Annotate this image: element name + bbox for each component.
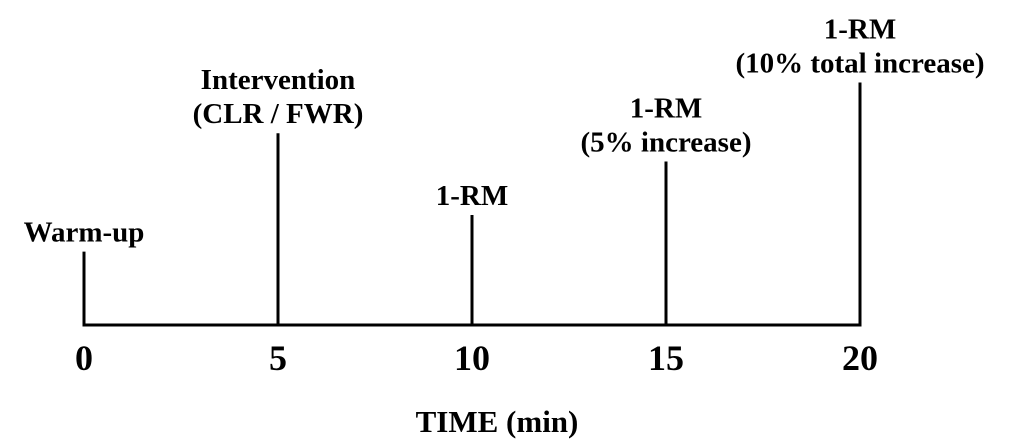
tick-label: 5: [269, 338, 287, 378]
tick-labels: 0 5 10 15 20: [75, 338, 878, 378]
event-label: 1-RM(10% total increase): [735, 13, 984, 79]
event-label-line: 1-RM: [630, 92, 702, 124]
event-markers: [82, 82, 862, 325]
event-label-line: 1-RM: [436, 180, 508, 212]
axis-title: TIME (min): [416, 404, 579, 439]
event-label: Intervention(CLR / FWR): [193, 64, 364, 130]
tick-label: 10: [454, 338, 490, 378]
tick-label: 15: [648, 338, 684, 378]
event-label-line: 1-RM: [824, 13, 896, 45]
event-label-line: Intervention: [201, 64, 356, 96]
event-label: 1-RM(5% increase): [581, 92, 752, 158]
event-label-line: (5% increase): [581, 126, 752, 158]
event-label: Warm-up: [24, 217, 145, 249]
event-label-line: Warm-up: [24, 217, 145, 249]
event-label-line: (10% total increase): [735, 47, 984, 79]
tick-label: 20: [842, 338, 878, 378]
event-label: 1-RM: [436, 180, 508, 212]
tick-label: 0: [75, 338, 93, 378]
event-label-line: (CLR / FWR): [193, 98, 364, 130]
